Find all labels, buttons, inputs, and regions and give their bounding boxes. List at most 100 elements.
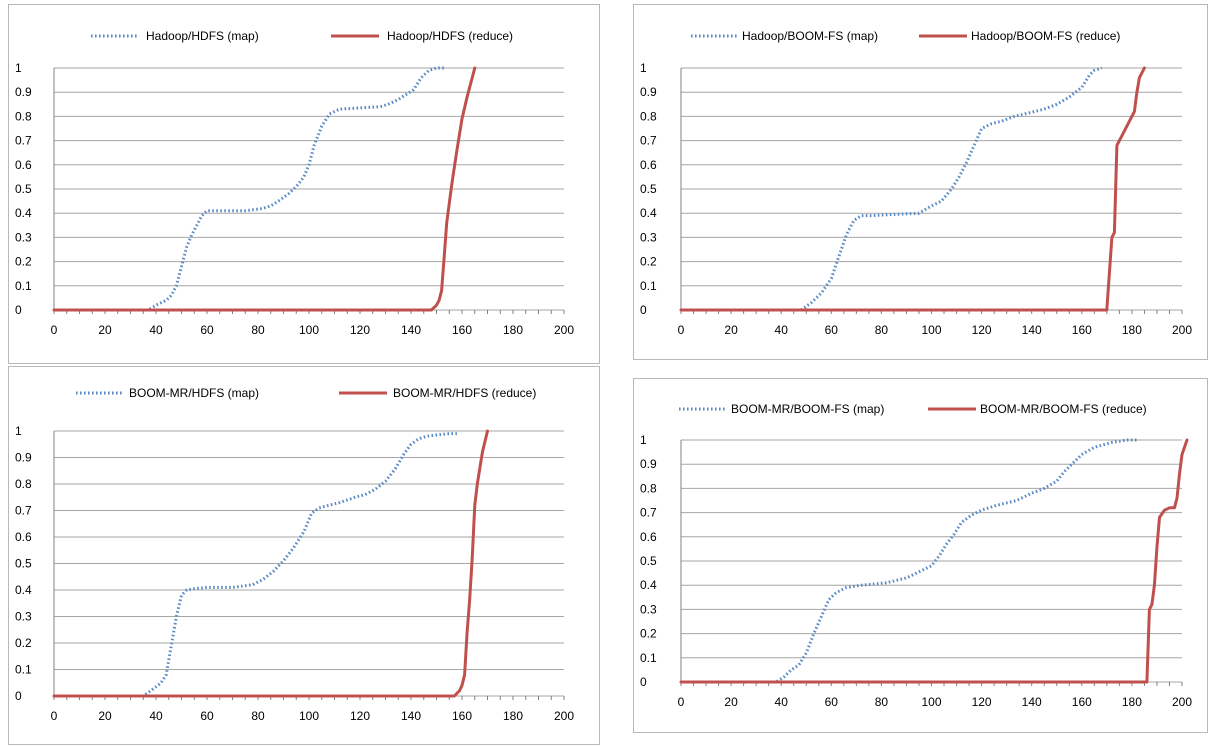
x-tick-label: 160 xyxy=(1072,695,1092,709)
y-tick-label: 0.4 xyxy=(15,583,32,597)
y-tick-label: 0.3 xyxy=(640,602,657,616)
x-tick-label: 180 xyxy=(503,323,523,337)
chart-panel-boommr-boomfs: 0 0.1 0.2 0.3 0.4 0.5 0.6 0.7 0.8 0.9 1 0 20 40 60 80 10… xyxy=(633,378,1208,733)
y-tick-label: 0.5 xyxy=(640,554,657,568)
chart-hadoop-hdfs: 0 0.1 0.2 0.3 0.4 0.5 0.6 0.7 0.8 0.9 1 0 20 40 60 80 10… xyxy=(15,29,574,337)
y-tick-label: 0.3 xyxy=(15,610,32,624)
x-tick-label: 200 xyxy=(1172,323,1192,337)
y-tick-label: 0.2 xyxy=(15,636,32,650)
x-tick-label: 160 xyxy=(452,709,472,723)
x-tick-label: 80 xyxy=(875,695,889,709)
legend-label-map: Hadoop/HDFS (map) xyxy=(146,29,259,43)
y-tick-label: 0.6 xyxy=(15,530,32,544)
y-tick-label: 0.5 xyxy=(15,182,32,196)
x-tick-label: 140 xyxy=(401,709,421,723)
y-tick-label: 0 xyxy=(640,303,647,317)
x-tick-label: 120 xyxy=(972,695,992,709)
y-tick-label: 0.5 xyxy=(640,182,657,196)
x-tick-label: 140 xyxy=(401,323,421,337)
y-tick-label: 0.1 xyxy=(640,651,657,665)
series-line-map xyxy=(54,432,457,698)
legend-label-map: BOOM-MR/HDFS (map) xyxy=(129,386,259,400)
chart-hadoop-boomfs: 0 0.1 0.2 0.3 0.4 0.5 0.6 0.7 0.8 0.9 1 0 20 40 60 80 10… xyxy=(640,29,1192,337)
x-tick-label: 180 xyxy=(1122,695,1142,709)
y-tick-label: 0.9 xyxy=(15,451,32,465)
chart-boommr-hdfs: 0 0.1 0.2 0.3 0.4 0.5 0.6 0.7 0.8 0.9 1 0 20 40 60 80 10… xyxy=(15,386,574,723)
y-tick-label: 0.2 xyxy=(15,255,32,269)
x-tick-label: 200 xyxy=(554,323,574,337)
x-tick-label: 180 xyxy=(1122,323,1142,337)
legend-label-map: Hadoop/BOOM-FS (map) xyxy=(742,29,878,43)
y-tick-label: 0 xyxy=(15,303,22,317)
series-line-reduce xyxy=(52,66,477,312)
series-line-reduce xyxy=(679,66,1146,312)
x-tick-label: 0 xyxy=(678,695,685,709)
x-tick-label: 40 xyxy=(775,695,789,709)
x-tick-label: 0 xyxy=(51,323,58,337)
x-tick-label: 60 xyxy=(825,323,839,337)
y-tick-label: 0.7 xyxy=(640,134,657,148)
legend-label-reduce: BOOM-MR/BOOM-FS (reduce) xyxy=(980,402,1147,416)
x-tick-label: 200 xyxy=(1172,695,1192,709)
x-tick-label: 20 xyxy=(724,323,738,337)
y-tick-label: 0.6 xyxy=(640,530,657,544)
y-tick-label: 0.6 xyxy=(640,158,657,172)
y-tick-label: 0 xyxy=(640,675,647,689)
x-tick-label: 60 xyxy=(200,709,214,723)
y-tick-label: 0.7 xyxy=(15,504,32,518)
y-tick-label: 0.4 xyxy=(640,206,657,220)
y-tick-label: 0.9 xyxy=(640,457,657,471)
y-tick-label: 0.9 xyxy=(640,85,657,99)
y-tick-label: 1 xyxy=(15,61,22,75)
legend-label-reduce: Hadoop/HDFS (reduce) xyxy=(387,29,513,43)
x-tick-label: 100 xyxy=(299,323,319,337)
y-tick-label: 0.9 xyxy=(15,85,32,99)
x-tick-label: 80 xyxy=(875,323,889,337)
y-tick-label: 0.1 xyxy=(15,663,32,677)
x-tick-label: 100 xyxy=(921,323,941,337)
y-tick-label: 0.2 xyxy=(640,255,657,269)
y-tick-label: 0.8 xyxy=(640,481,657,495)
series-line-reduce xyxy=(52,429,489,698)
x-tick-label: 120 xyxy=(350,709,370,723)
y-tick-label: 0.8 xyxy=(640,109,657,123)
x-tick-label: 60 xyxy=(825,695,839,709)
series-line-map xyxy=(681,66,1103,312)
y-tick-label: 0.1 xyxy=(640,279,657,293)
x-tick-label: 20 xyxy=(98,323,112,337)
y-tick-label: 0.6 xyxy=(15,158,32,172)
y-tick-label: 0.3 xyxy=(640,230,657,244)
x-tick-label: 40 xyxy=(775,323,789,337)
chart-panel-hadoop-boomfs: 0 0.1 0.2 0.3 0.4 0.5 0.6 0.7 0.8 0.9 1 0 20 40 60 80 10… xyxy=(633,4,1208,360)
series-line-map xyxy=(681,438,1137,684)
y-tick-label: 1 xyxy=(640,433,647,447)
chart-boommr-boomfs: 0 0.1 0.2 0.3 0.4 0.5 0.6 0.7 0.8 0.9 1 0 20 40 60 80 10… xyxy=(640,402,1192,709)
x-tick-label: 20 xyxy=(98,709,112,723)
x-tick-label: 160 xyxy=(452,323,472,337)
y-tick-label: 0.5 xyxy=(15,557,32,571)
x-tick-label: 60 xyxy=(200,323,214,337)
x-tick-label: 0 xyxy=(51,709,58,723)
series-line-reduce xyxy=(679,438,1189,684)
x-tick-label: 100 xyxy=(299,709,319,723)
x-tick-label: 20 xyxy=(724,695,738,709)
x-tick-label: 200 xyxy=(554,709,574,723)
x-tick-label: 120 xyxy=(972,323,992,337)
y-tick-label: 0.7 xyxy=(640,506,657,520)
legend-label-reduce: Hadoop/BOOM-FS (reduce) xyxy=(971,29,1120,43)
y-tick-label: 0.3 xyxy=(15,230,32,244)
x-tick-label: 160 xyxy=(1072,323,1092,337)
series-line-map xyxy=(54,66,445,312)
y-tick-label: 0.2 xyxy=(640,627,657,641)
y-tick-label: 0.1 xyxy=(15,279,32,293)
x-tick-label: 0 xyxy=(678,323,685,337)
legend-label-reduce: BOOM-MR/HDFS (reduce) xyxy=(393,386,536,400)
x-tick-label: 40 xyxy=(149,709,163,723)
y-tick-label: 1 xyxy=(640,61,647,75)
x-tick-label: 100 xyxy=(921,695,941,709)
x-tick-label: 40 xyxy=(149,323,163,337)
x-tick-label: 120 xyxy=(350,323,370,337)
x-tick-label: 80 xyxy=(251,323,265,337)
x-tick-label: 180 xyxy=(503,709,523,723)
y-tick-label: 1 xyxy=(15,424,22,438)
